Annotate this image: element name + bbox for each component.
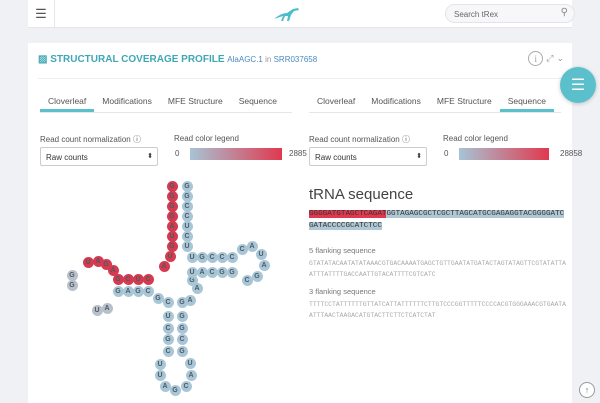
- search-icon[interactable]: ⚲: [560, 7, 568, 18]
- normalization-label-text: Read count normalization: [309, 135, 400, 144]
- scroll-top-button[interactable]: ↑: [579, 382, 595, 398]
- select-arrows-icon: ⬍: [416, 153, 422, 160]
- tab-cloverleaf[interactable]: Cloverleaf: [40, 92, 95, 112]
- image-icon: ▨: [38, 54, 48, 65]
- legend-max: 2885: [289, 149, 307, 158]
- legend-label: Read color legend: [174, 134, 239, 143]
- select-value: Raw counts: [315, 153, 357, 162]
- legend-label: Read color legend: [443, 134, 508, 143]
- panel-title: ▨ STRUCTURAL COVERAGE PROFILE AlaAGC.1 i…: [38, 54, 317, 65]
- info-icon[interactable]: ⓘ: [132, 135, 141, 144]
- color-legend-bar: [190, 148, 282, 160]
- tab-mfe-structure[interactable]: MFE Structure: [167, 96, 223, 106]
- covered-sequence: GGGGATGTAGCTCAGAT: [309, 210, 387, 218]
- tab-cloverleaf[interactable]: Cloverleaf: [317, 96, 356, 106]
- tab-sequence[interactable]: Sequence: [499, 92, 554, 112]
- divider: [38, 78, 562, 79]
- tab-modifications[interactable]: Modifications: [102, 96, 152, 106]
- in-text: in: [265, 55, 272, 64]
- normalization-label-text: Read count normalization: [40, 135, 131, 144]
- panel-title-text: STRUCTURAL COVERAGE PROFILE: [50, 54, 225, 65]
- flank5-label: 5 flanking sequence: [309, 246, 376, 255]
- flank3-label: 3 flanking sequence: [309, 287, 376, 296]
- info-icon[interactable]: ⓘ: [401, 135, 410, 144]
- hamburger-icon: ☰: [570, 77, 586, 94]
- arrow-up-icon: ↑: [584, 385, 590, 395]
- floating-menu-button[interactable]: ☰: [560, 67, 596, 103]
- select-value: Raw counts: [46, 153, 88, 162]
- top-bar: ☰ Search tRex ⚲: [28, 0, 575, 28]
- trna-sequence-heading: tRNA sequence: [309, 186, 414, 203]
- legend-min: 0: [444, 149, 449, 158]
- left-tabs: Cloverleaf Modifications MFE Structure S…: [40, 92, 292, 113]
- trna-sequence: GGGGATGTAGCTCAGATGGTAGAGCGCTCGCTTAGCATGC…: [309, 208, 565, 232]
- search-input[interactable]: Search tRex ⚲: [445, 4, 575, 23]
- trna-name: AlaAGC.1: [227, 55, 263, 64]
- normalization-label: Read count normalization ⓘ: [40, 134, 141, 145]
- color-legend-bar: [459, 148, 549, 160]
- tab-mfe-structure[interactable]: MFE Structure: [436, 96, 492, 106]
- tab-modifications[interactable]: Modifications: [371, 96, 421, 106]
- trex-logo: [274, 8, 299, 21]
- normalization-select[interactable]: Raw counts ⬍: [309, 147, 427, 166]
- menu-button[interactable]: ☰: [28, 0, 55, 28]
- sample-id[interactable]: SRR037658: [273, 55, 318, 64]
- expand-icon[interactable]: ⤢: [546, 53, 554, 63]
- info-icon[interactable]: i: [528, 51, 544, 66]
- legend-min: 0: [175, 149, 180, 158]
- select-arrows-icon: ⬍: [147, 153, 153, 160]
- search-placeholder: Search tRex: [454, 10, 499, 19]
- normalization-label: Read count normalization ⓘ: [309, 134, 410, 145]
- panel-controls: i ⤢ ⌄: [528, 51, 564, 66]
- chevron-down-icon[interactable]: ⌄: [556, 53, 564, 63]
- hamburger-icon: ☰: [35, 6, 47, 21]
- flank5-sequence: GTATATACAATATATAAACGTGACAAAATGAGCTGTTGAA…: [309, 260, 566, 278]
- tab-sequence[interactable]: Sequence: [238, 96, 277, 106]
- flank3-sequence: TTTTCCTATTTTTTGTTATCATTATTTTTTCTTGTCCCGG…: [309, 301, 566, 319]
- legend-max: 28858: [560, 149, 583, 158]
- structural-coverage-panel: ▨ STRUCTURAL COVERAGE PROFILE AlaAGC.1 i…: [28, 43, 582, 403]
- normalization-select[interactable]: Raw counts ⬍: [40, 147, 158, 166]
- right-tabs: Cloverleaf Modifications MFE Structure S…: [309, 92, 561, 113]
